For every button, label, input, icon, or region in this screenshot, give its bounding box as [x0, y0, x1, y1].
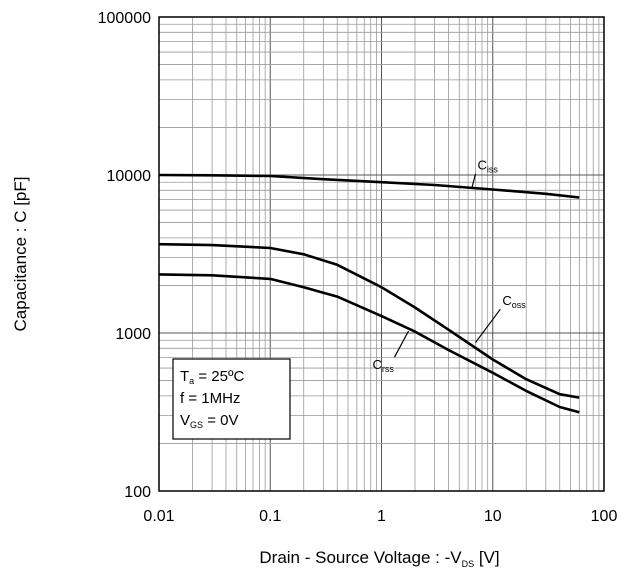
series-label-coss: Coss: [502, 293, 526, 310]
legend-line: Ta = 25ºC: [180, 368, 244, 386]
plot-frame: [158, 16, 605, 492]
y-axis-label: Capacitance : C [pF]: [11, 177, 30, 332]
leader-line: [475, 308, 501, 343]
legend-frame: [172, 358, 291, 440]
x-tick-label: 10: [484, 508, 502, 525]
x-axis-label: Drain - Source Voltage : -VDS [V]: [259, 548, 499, 569]
x-tick-label: 100: [591, 508, 618, 525]
series-label-crss: Crss: [372, 357, 394, 374]
x-tick-label: 0.01: [143, 508, 174, 525]
series-annotations: Ciss Coss Crss: [372, 158, 526, 374]
series-lines: [158, 173, 580, 414]
x-tick-label: 1: [377, 508, 386, 525]
x-tick-label: 0.1: [259, 508, 281, 525]
series-line-coss: [158, 242, 580, 399]
legend-line: VGS = 0V: [180, 412, 238, 430]
grid-lines: [158, 17, 604, 492]
y-tick-label: 100000: [98, 10, 151, 27]
leader-line: [393, 330, 410, 358]
y-tick-label: 100: [124, 484, 151, 501]
leader-line: [471, 173, 477, 188]
y-tick-label: 1000: [115, 326, 151, 343]
tick-labels: 0.01 0.1 1 10 100 100 1000 10000 100000: [98, 10, 618, 525]
legend-box: Ta = 25ºC f = 1MHz VGS = 0V: [172, 358, 291, 440]
y-tick-label: 10000: [107, 168, 152, 185]
series-label-ciss: Ciss: [478, 158, 499, 175]
series-line-crss: [158, 273, 580, 414]
series-line-ciss: [158, 173, 580, 199]
legend-line: f = 1MHz: [180, 390, 240, 407]
